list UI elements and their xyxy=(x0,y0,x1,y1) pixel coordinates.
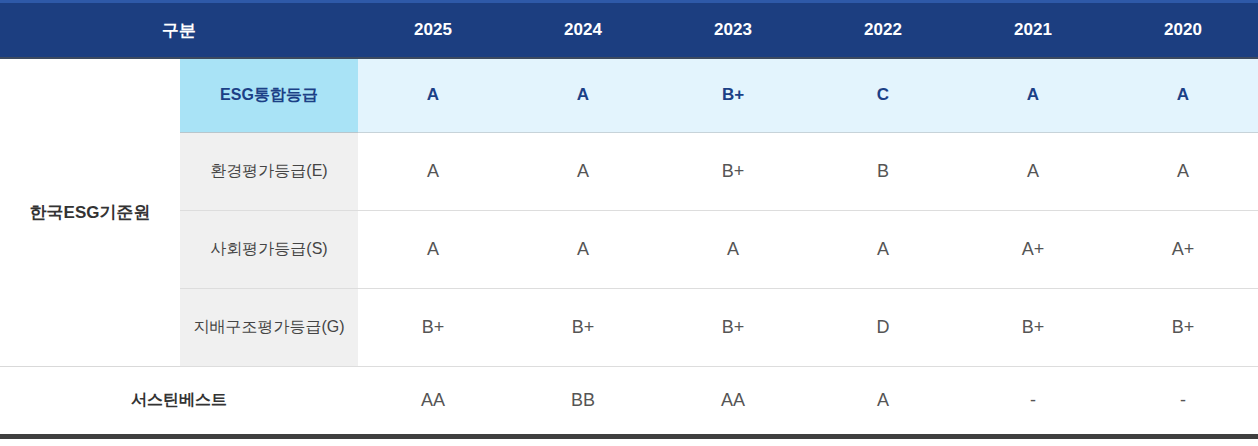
grade-cell: AA xyxy=(658,366,808,436)
year-header-2022: 2022 xyxy=(808,2,958,59)
grade-cell: B+ xyxy=(1108,288,1258,366)
row-label-governance: 지배구조평가등급(G) xyxy=(180,288,358,366)
grade-cell: A xyxy=(808,366,958,436)
year-header-2020: 2020 xyxy=(1108,2,1258,59)
grade-cell: A+ xyxy=(1108,210,1258,288)
grade-cell: A xyxy=(508,210,658,288)
table-row-social: 사회평가등급(S) A A A A A+ A+ xyxy=(0,210,1258,288)
agency-kcgs-label: 한국ESG기준원 xyxy=(0,58,180,366)
grade-cell: B xyxy=(808,132,958,210)
grade-cell: A xyxy=(658,210,808,288)
grade-cell: A xyxy=(1108,58,1258,132)
grade-cell: AA xyxy=(358,366,508,436)
grade-cell: D xyxy=(808,288,958,366)
grade-cell: A xyxy=(358,132,508,210)
year-header-2021: 2021 xyxy=(958,2,1108,59)
grade-cell: - xyxy=(1108,366,1258,436)
table-row-governance: 지배구조평가등급(G) B+ B+ B+ D B+ B+ xyxy=(0,288,1258,366)
grade-cell: A xyxy=(808,210,958,288)
row-label-environment: 환경평가등급(E) xyxy=(180,132,358,210)
year-header-2024: 2024 xyxy=(508,2,658,59)
year-header-2025: 2025 xyxy=(358,2,508,59)
table-row-environment: 환경평가등급(E) A A B+ B A A xyxy=(0,132,1258,210)
row-label-esg-integrated: ESG통합등급 xyxy=(180,58,358,132)
agency-sustinvest-label: 서스틴베스트 xyxy=(0,366,358,436)
grade-cell: B+ xyxy=(658,288,808,366)
grade-cell: B+ xyxy=(958,288,1108,366)
grade-cell: - xyxy=(958,366,1108,436)
grade-cell: A xyxy=(958,58,1108,132)
table-header-row: 구분 2025 2024 2023 2022 2021 2020 xyxy=(0,2,1258,59)
grade-cell: A xyxy=(358,58,508,132)
grade-cell: B+ xyxy=(658,132,808,210)
grade-cell: A xyxy=(358,210,508,288)
grade-cell: B+ xyxy=(508,288,658,366)
grade-cell: BB xyxy=(508,366,658,436)
grade-cell: B+ xyxy=(658,58,808,132)
category-header: 구분 xyxy=(0,2,358,59)
row-label-social: 사회평가등급(S) xyxy=(180,210,358,288)
grade-cell: C xyxy=(808,58,958,132)
grade-cell: A xyxy=(958,132,1108,210)
table-row-sustinvest: 서스틴베스트 AA BB AA A - - xyxy=(0,366,1258,436)
grade-cell: A xyxy=(508,58,658,132)
grade-cell: A xyxy=(508,132,658,210)
esg-ratings-section: 구분 2025 2024 2023 2022 2021 2020 한국ESG기준… xyxy=(0,0,1258,439)
year-header-2023: 2023 xyxy=(658,2,808,59)
grade-cell: A xyxy=(1108,132,1258,210)
grade-cell: B+ xyxy=(358,288,508,366)
table-row-esg-integrated: 한국ESG기준원 ESG통합등급 A A B+ C A A xyxy=(0,58,1258,132)
esg-ratings-table: 구분 2025 2024 2023 2022 2021 2020 한국ESG기준… xyxy=(0,0,1258,439)
grade-cell: A+ xyxy=(958,210,1108,288)
